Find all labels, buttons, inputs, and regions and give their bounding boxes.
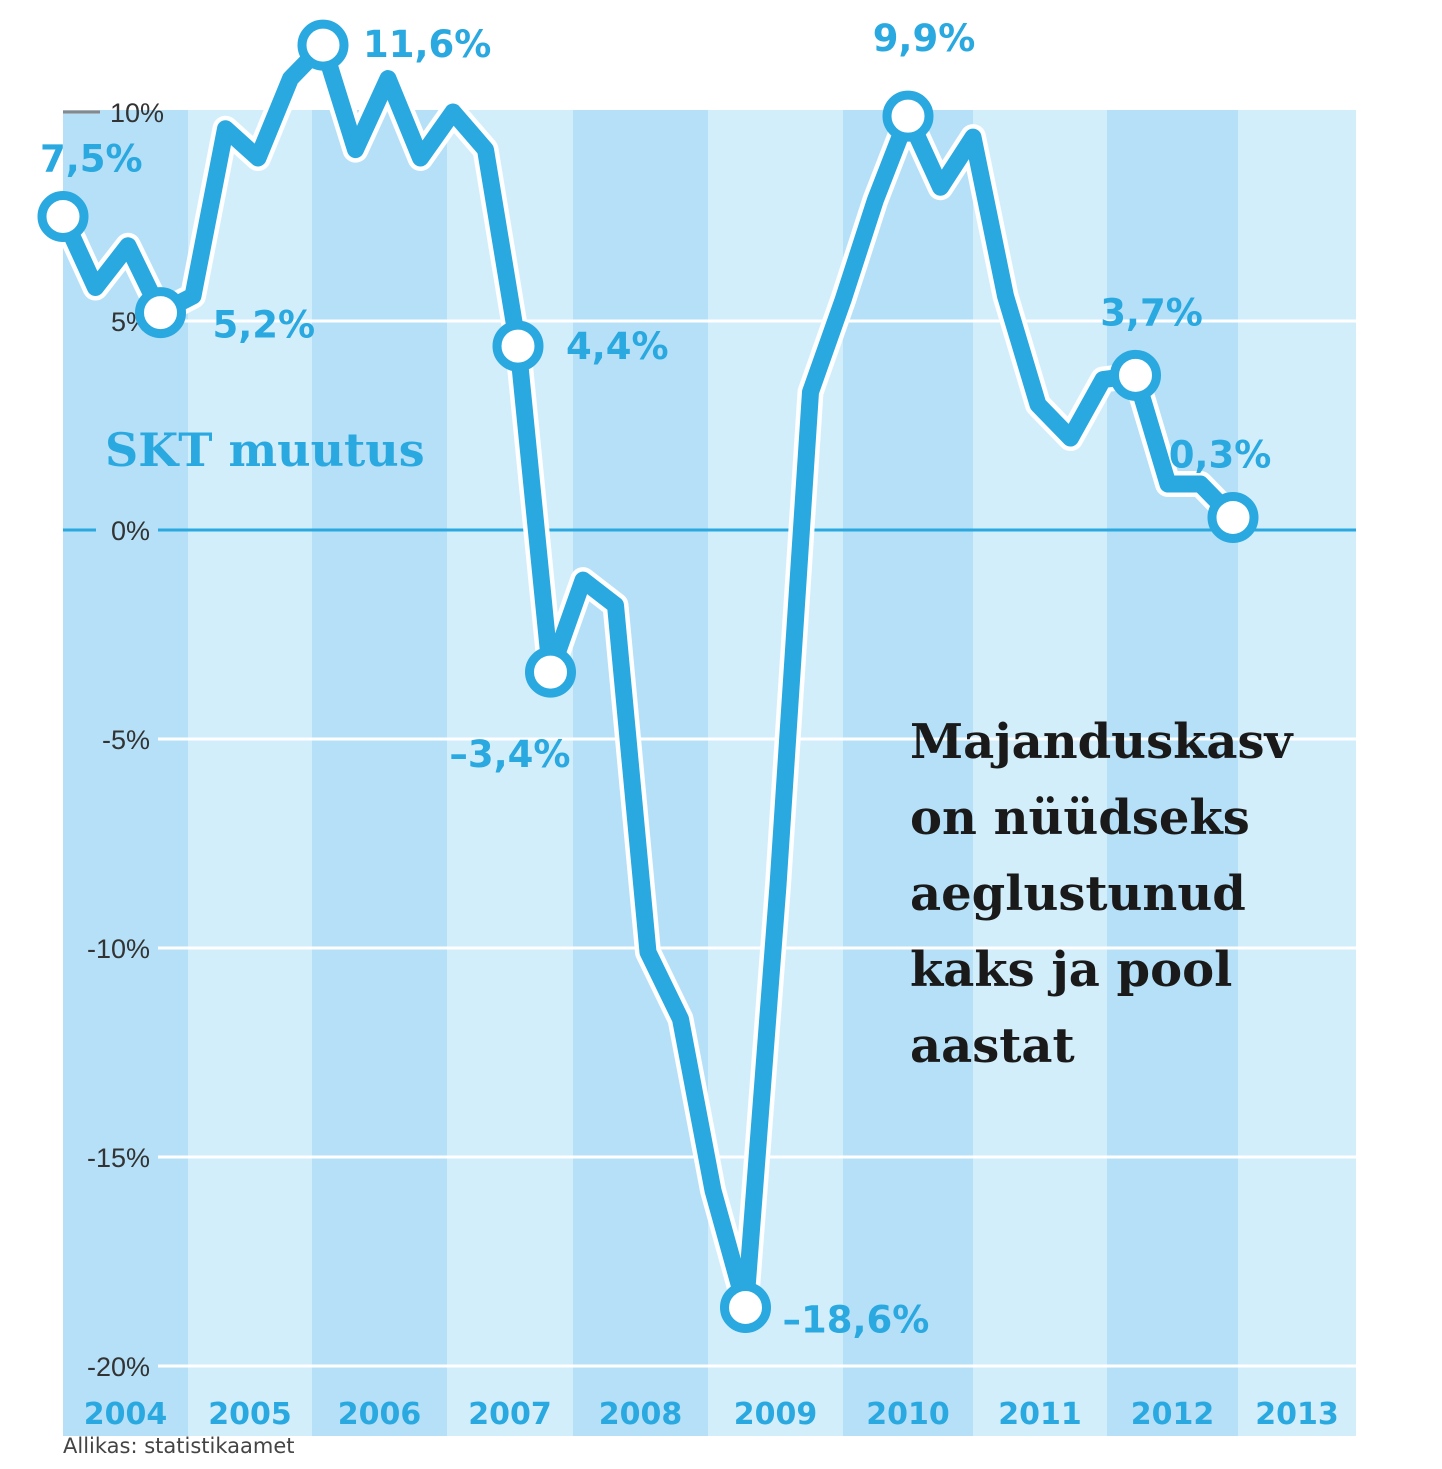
annotation-line: on nüüdseks — [910, 790, 1250, 846]
year-band — [188, 110, 312, 1436]
source-note: Allikas: statistikaamet — [63, 1434, 295, 1458]
annotation-text: Majanduskasv on nüüdseks aeglustunud kaks j… — [910, 714, 1294, 1074]
point-marker — [525, 646, 576, 698]
y-tick-label: -10% — [87, 934, 150, 964]
y-tick-label: -15% — [87, 1143, 150, 1173]
x-year-label: 2004 — [84, 1397, 168, 1432]
point-label: 0,3% — [1169, 433, 1272, 476]
year-band — [1107, 110, 1238, 1436]
annotation-line: Majanduskasv — [910, 714, 1294, 770]
x-year-label: 2006 — [338, 1397, 422, 1432]
x-year-label: 2008 — [599, 1397, 683, 1432]
y-tick-label: -5% — [102, 725, 150, 755]
x-axis-year-labels: 2004 2005 2006 2007 2008 2009 2010 2011 2012 2013 — [84, 1397, 1339, 1432]
point-label: –18,6% — [783, 1298, 930, 1341]
point-label: 11,6% — [363, 23, 491, 66]
point-marker — [882, 90, 934, 142]
point-label: 7,5% — [40, 138, 143, 181]
series-line-layer — [50, 32, 1246, 1321]
point-label: –3,4% — [449, 733, 570, 776]
point-label: 3,7% — [1100, 291, 1203, 334]
x-year-label: 2011 — [998, 1397, 1082, 1432]
point-marker — [37, 191, 89, 242]
y-tick-label: -20% — [87, 1352, 150, 1382]
y-axis-ticks: 10%5%0%-5%-10%-15%-20% — [87, 98, 164, 1382]
point-marker — [720, 1281, 771, 1333]
point-marker — [1110, 349, 1161, 401]
year-band — [1238, 110, 1356, 1436]
point-marker — [1207, 491, 1259, 543]
y-tick-label: 0% — [111, 516, 150, 546]
point-labels: 7,5% 5,2% 11,6% 4,4% –3,4% –18,6% 9,9% 3,7% 0,3% — [40, 17, 1271, 1341]
point-label: 5,2% — [213, 304, 316, 347]
year-band — [973, 110, 1107, 1436]
point-label: 9,9% — [873, 17, 976, 60]
annotation-line: kaks ja pool — [910, 942, 1232, 998]
point-label: 4,4% — [566, 325, 669, 368]
x-year-label: 2005 — [208, 1397, 292, 1432]
point-marker — [135, 287, 186, 339]
x-year-label: 2009 — [734, 1397, 818, 1432]
annotation-line: aeglustunud — [910, 866, 1246, 922]
x-year-label: 2007 — [468, 1397, 552, 1432]
year-band — [312, 110, 447, 1436]
point-markers — [37, 19, 1259, 1333]
year-band — [843, 110, 973, 1436]
x-year-label: 2012 — [1131, 1397, 1215, 1432]
point-marker — [492, 320, 544, 372]
x-year-label: 2013 — [1255, 1397, 1339, 1432]
chart-title: SKT muutus — [105, 423, 425, 477]
series-line — [54, 36, 1242, 1316]
point-marker — [297, 19, 349, 71]
annotation-line: aastat — [910, 1018, 1075, 1074]
y-tick-label: 10% — [110, 98, 164, 128]
x-year-label: 2010 — [866, 1397, 950, 1432]
